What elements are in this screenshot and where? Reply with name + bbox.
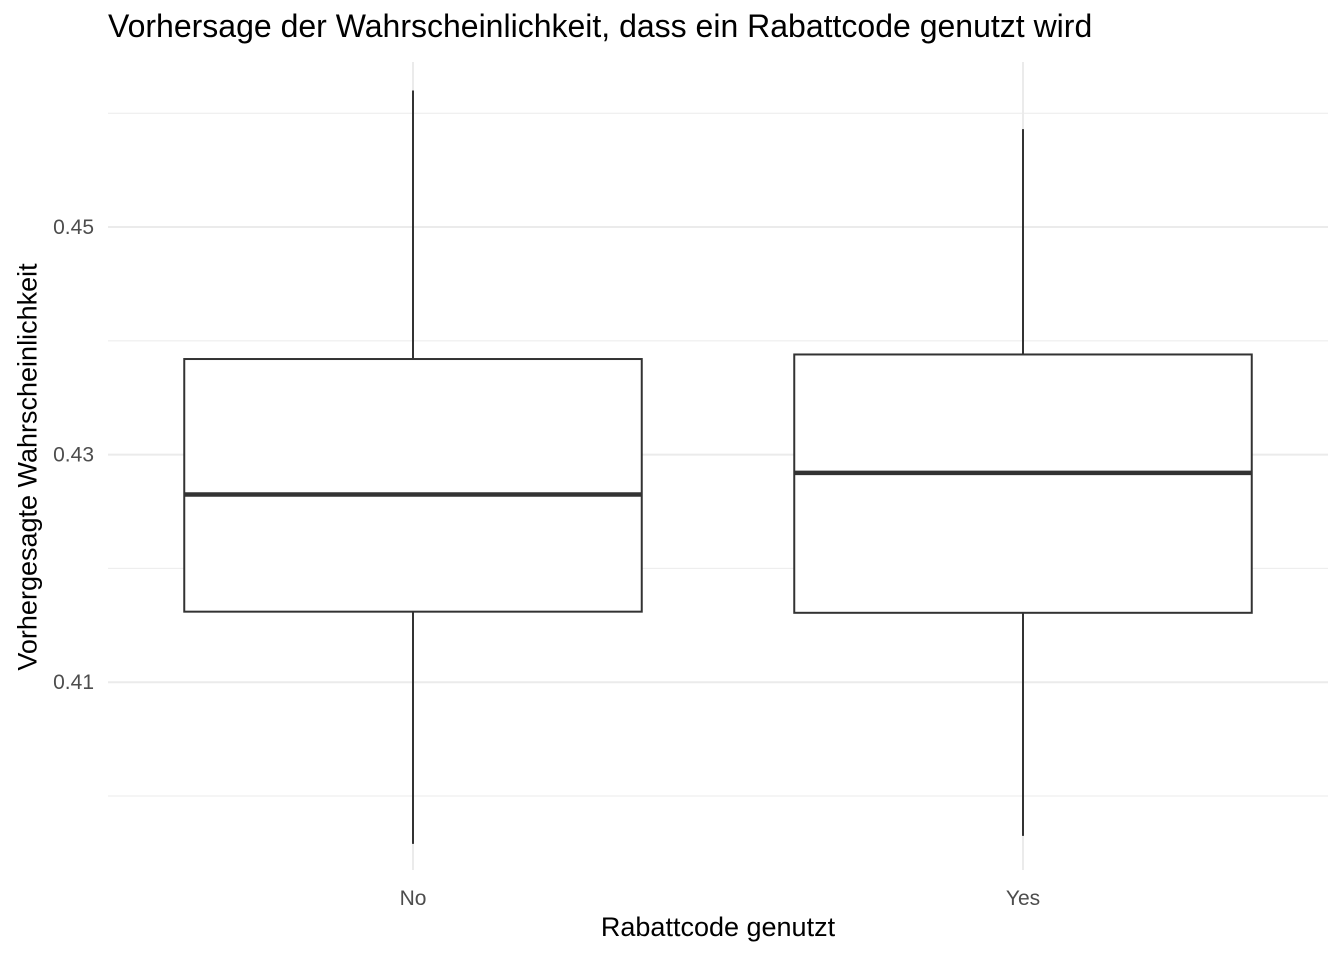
y-tick-label: 0.43 <box>53 444 94 467</box>
chart-title: Vorhersage der Wahrscheinlichkeit, dass … <box>108 8 1093 44</box>
x-tick-label: No <box>400 887 427 910</box>
x-tick-label: Yes <box>1006 887 1040 910</box>
x-axis-title: Rabattcode genutzt <box>600 912 836 942</box>
y-axis-title: Vorhergesagte Wahrscheinlichkeit <box>12 263 43 671</box>
y-tick-label: 0.45 <box>53 216 94 239</box>
box-no <box>183 358 643 613</box>
y-tick-label: 0.41 <box>53 671 94 694</box>
axis-tick-labels: 0.41 0.43 0.45 No Yes <box>53 216 1040 910</box>
box-yes <box>793 353 1253 614</box>
boxplots <box>183 90 1253 844</box>
